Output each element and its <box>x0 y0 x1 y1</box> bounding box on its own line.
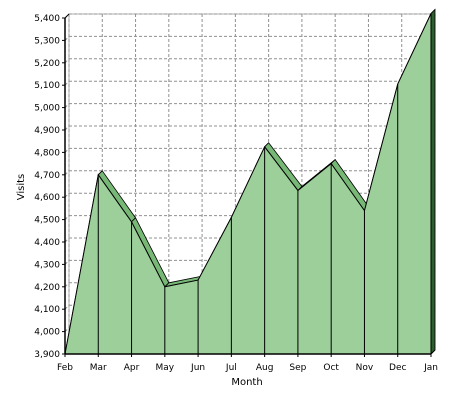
x-tick-label: Sep <box>289 363 306 373</box>
y-tick-label: 4,100 <box>34 305 60 315</box>
x-axis-depth <box>430 349 436 355</box>
y-tick-label: 5,100 <box>34 81 60 91</box>
x-tick-label: Aug <box>256 363 274 373</box>
x-tick-label: Jun <box>190 363 205 373</box>
x-tick-label: Feb <box>57 363 73 373</box>
y-tick-label: 4,400 <box>34 238 60 248</box>
y-tick-label: 4,900 <box>34 126 60 136</box>
y-tick-label: 4,700 <box>34 171 60 181</box>
y-tick-label: 4,000 <box>34 328 60 338</box>
y-tick-label: 5,400 <box>34 14 60 24</box>
y-tick-label: 4,500 <box>34 216 60 226</box>
axis-layer <box>62 13 436 357</box>
y-tick-label: 4,800 <box>34 148 60 158</box>
x-tick-label: Dec <box>389 363 406 373</box>
labels-layer: 3,900 4,000 4,100 4,200 4,300 4,400 4,500 4,600… <box>34 14 438 373</box>
y-tick-label: 5,000 <box>34 104 60 114</box>
area-side-face <box>430 8 436 355</box>
y-tick-label: 4,300 <box>34 260 60 270</box>
y-tick-label: 5,200 <box>34 59 60 69</box>
x-tick-label: May <box>156 363 175 373</box>
y-tick-label: 4,600 <box>34 193 60 203</box>
x-tick-label: Jan <box>423 363 438 373</box>
x-axis-title: Month <box>231 377 262 388</box>
x-tick-label: Nov <box>356 363 374 373</box>
x-tick-label: Jul <box>225 363 237 373</box>
y-axis-depth <box>64 13 70 19</box>
y-axis-title: Visits <box>16 174 27 201</box>
y-tick-label: 5,300 <box>34 36 60 46</box>
x-tick-label: Apr <box>124 363 140 373</box>
area-series <box>64 13 432 355</box>
y-tick-label: 4,200 <box>34 283 60 293</box>
area-layer <box>64 8 436 355</box>
x-tick-label: Mar <box>90 363 107 373</box>
y-tick-label: 3,900 <box>34 350 60 360</box>
x-tick-label: Oct <box>323 363 339 373</box>
